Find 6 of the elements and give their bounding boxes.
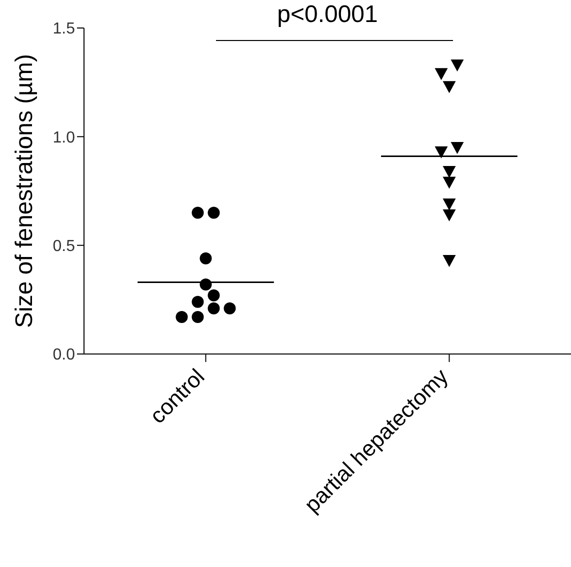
annotation: p<0.0001 (276, 0, 379, 30)
y-tick-label: 0.0 (52, 346, 76, 364)
y-axis-title: Size of fenestrations (µm) (11, 54, 38, 328)
y-tick-label: 1.5 (52, 20, 76, 38)
y-tick-label: 0.5 (52, 238, 76, 256)
y-tick-label: 1.0 (52, 129, 76, 146)
